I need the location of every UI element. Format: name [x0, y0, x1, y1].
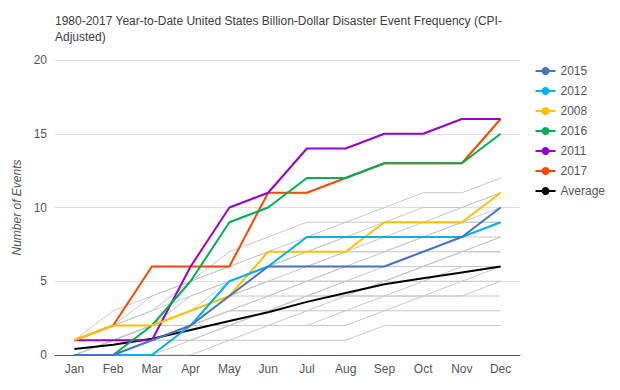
- svg-text:Sep: Sep: [374, 362, 396, 376]
- svg-text:15: 15: [34, 127, 48, 141]
- svg-text:Jun: Jun: [258, 362, 277, 376]
- svg-text:Feb: Feb: [103, 362, 124, 376]
- svg-text:Aug: Aug: [335, 362, 356, 376]
- svg-text:1980-2017 Year-to-Date United: 1980-2017 Year-to-Date United States Bil…: [55, 14, 502, 28]
- svg-text:May: May: [218, 362, 241, 376]
- svg-text:2011: 2011: [561, 144, 587, 158]
- svg-text:0: 0: [40, 348, 47, 362]
- svg-text:Mar: Mar: [142, 362, 163, 376]
- svg-text:Nov: Nov: [451, 362, 472, 376]
- svg-text:Adjusted): Adjusted): [55, 30, 106, 44]
- svg-text:2015: 2015: [561, 64, 588, 78]
- svg-text:2017: 2017: [561, 164, 588, 178]
- svg-text:Number of Events: Number of Events: [10, 159, 24, 255]
- svg-text:2016: 2016: [561, 124, 588, 138]
- svg-text:Apr: Apr: [181, 362, 200, 376]
- svg-text:Oct: Oct: [414, 362, 433, 376]
- svg-text:Jul: Jul: [299, 362, 314, 376]
- svg-text:2012: 2012: [561, 84, 588, 98]
- svg-text:5: 5: [40, 274, 47, 288]
- svg-text:Dec: Dec: [490, 362, 511, 376]
- svg-text:10: 10: [34, 201, 48, 215]
- svg-text:20: 20: [34, 53, 48, 67]
- svg-text:Average: Average: [561, 184, 606, 198]
- svg-text:2008: 2008: [561, 104, 588, 118]
- svg-text:Jan: Jan: [65, 362, 84, 376]
